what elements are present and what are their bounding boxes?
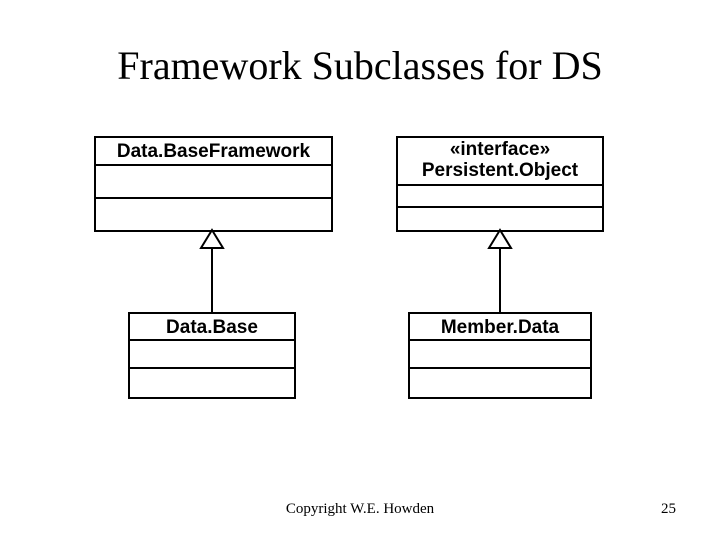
slide: Framework Subclasses for DS Data.BaseFra… bbox=[0, 0, 720, 540]
uml-operations-empty bbox=[96, 199, 331, 230]
uml-operations-empty bbox=[130, 369, 294, 397]
uml-class-name: Data.Base bbox=[130, 314, 294, 341]
uml-operations-empty bbox=[410, 369, 590, 397]
uml-class-database: Data.Base bbox=[128, 312, 296, 399]
uml-class-dbframework: Data.BaseFramework bbox=[94, 136, 333, 232]
footer-page-number: 25 bbox=[661, 501, 676, 518]
uml-attributes-empty bbox=[130, 341, 294, 369]
uml-stereotype: «interface» bbox=[404, 140, 596, 161]
uml-class-name: Member.Data bbox=[410, 314, 590, 341]
uml-operations-empty bbox=[398, 208, 602, 230]
uml-class-name: Data.BaseFramework bbox=[96, 138, 331, 166]
uml-attributes-empty bbox=[398, 186, 602, 208]
uml-class-name: «interface» Persistent.Object bbox=[398, 138, 602, 186]
generalization-arrowhead-left bbox=[201, 230, 223, 248]
uml-class-name-text: Persistent.Object bbox=[422, 160, 578, 181]
slide-title: Framework Subclasses for DS bbox=[0, 42, 720, 89]
footer-copyright: Copyright W.E. Howden bbox=[0, 501, 720, 518]
uml-attributes-empty bbox=[410, 341, 590, 369]
generalization-arrowhead-right bbox=[489, 230, 511, 248]
uml-class-memberdata: Member.Data bbox=[408, 312, 592, 399]
uml-interface-persistentobject: «interface» Persistent.Object bbox=[396, 136, 604, 232]
uml-attributes-empty bbox=[96, 166, 331, 199]
